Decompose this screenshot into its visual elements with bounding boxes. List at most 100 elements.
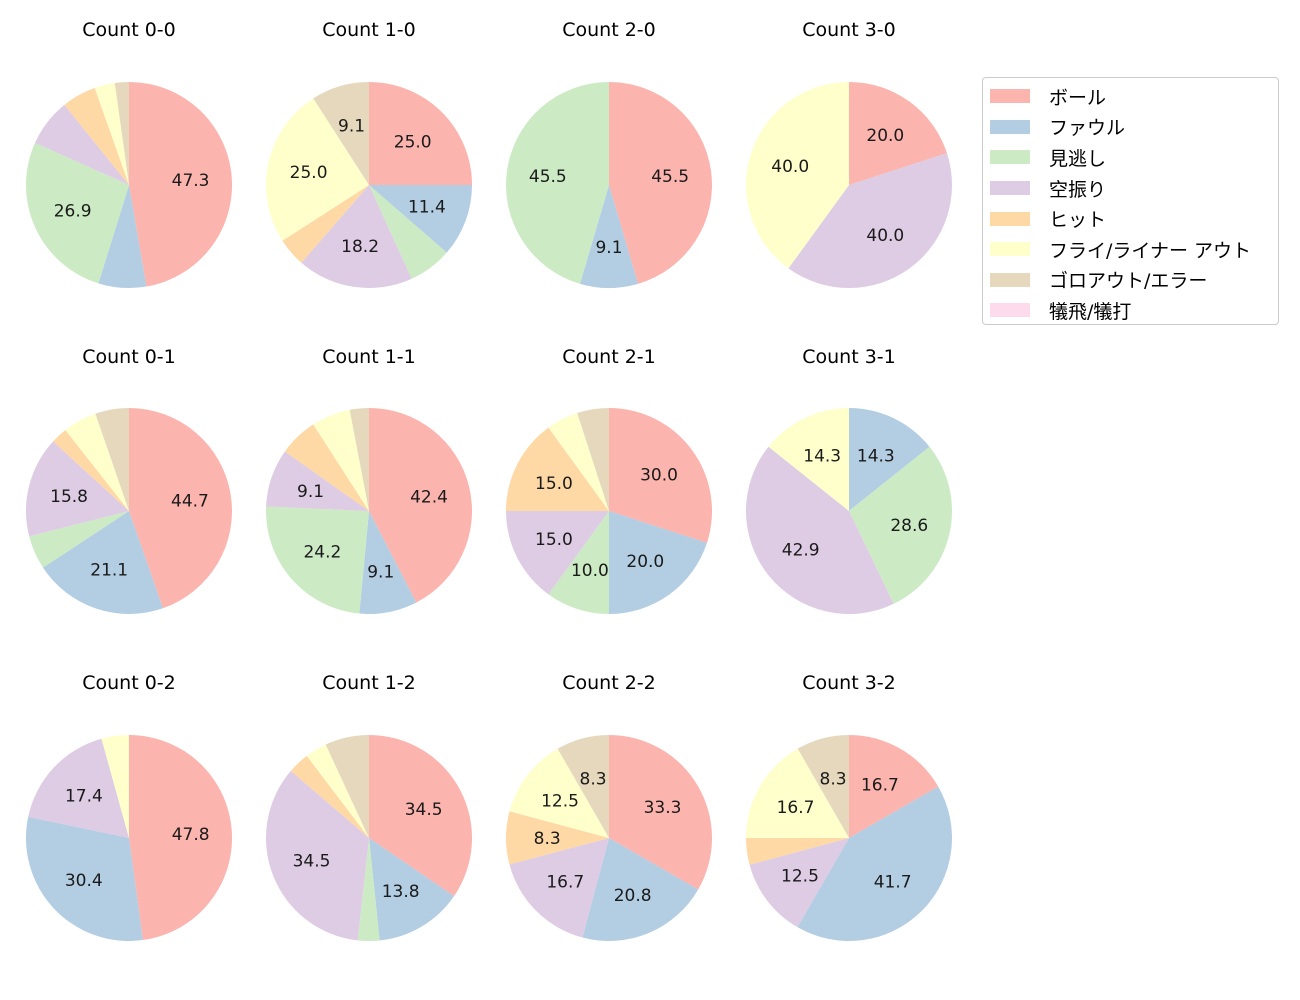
pie-slice (129, 735, 233, 941)
pie-title: Count 2-2 (562, 672, 656, 694)
pie-slice (26, 441, 129, 537)
pie-slice (129, 82, 233, 287)
slice-label: 34.5 (405, 800, 443, 820)
pie-slice (577, 408, 609, 511)
pie-slice (369, 185, 447, 279)
pie-slice (369, 408, 472, 603)
pie-slice (506, 427, 609, 511)
slice-label: 42.4 (410, 487, 448, 507)
slice-label: 17.4 (65, 787, 103, 807)
slice-label: 13.8 (382, 882, 420, 902)
legend-swatch (990, 119, 1030, 134)
slice-label: 8.3 (534, 829, 561, 849)
slice-label: 42.9 (782, 541, 820, 561)
slice-label: 26.9 (54, 201, 92, 221)
slice-label: 15.8 (50, 487, 88, 507)
legend-item-hit: ヒット (990, 203, 1278, 234)
pie-slice (284, 424, 369, 511)
legend-swatch (990, 242, 1030, 257)
pie-slice (114, 82, 129, 185)
legend-item-foul: ファウル (990, 112, 1278, 143)
pie-title: Count 2-1 (562, 346, 656, 368)
pie-slice (94, 82, 129, 185)
legend-label: ヒット (1049, 209, 1107, 232)
legend-item-called-strike: 見逃し (990, 142, 1278, 173)
legend: ボール ファウル 見逃し 空振り ヒット フライ/ライナー アウト ゴロアウト/… (982, 77, 1279, 325)
pie-title: Count 1-1 (322, 346, 416, 368)
pie-slice (95, 408, 129, 511)
pie-slice (609, 82, 712, 284)
pie-title: Count 1-0 (322, 19, 416, 41)
legend-label: 犠飛/犠打 (1049, 300, 1132, 323)
pie-slice (849, 82, 947, 185)
slice-label: 12.5 (541, 791, 579, 811)
slice-label: 25.0 (290, 163, 328, 183)
slice-label: 16.7 (777, 798, 815, 818)
slice-label: 12.5 (781, 867, 819, 887)
pie-slice (98, 185, 147, 289)
slice-label: 40.0 (771, 157, 809, 177)
pie-slice (509, 748, 609, 838)
pie-slice (306, 744, 369, 838)
slice-label: 18.2 (341, 237, 379, 257)
slice-label: 47.8 (172, 825, 210, 845)
legend-swatch (990, 272, 1030, 287)
pie-title: Count 1-2 (322, 672, 416, 694)
slice-label: 15.0 (535, 530, 573, 550)
pie-slice (25, 142, 130, 284)
slice-label: 25.0 (394, 132, 432, 152)
slice-label: 28.6 (890, 516, 928, 536)
pie-slice (506, 811, 609, 865)
legend-item-fly-out: フライ/ライナー アウト (990, 234, 1278, 265)
slice-label: 21.1 (90, 561, 128, 581)
slice-label: 8.3 (820, 769, 847, 789)
pie-slice (506, 511, 609, 595)
pie-slice (849, 446, 953, 604)
slice-label: 20.0 (866, 126, 904, 146)
legend-item-ball: ボール (990, 81, 1278, 112)
pie-slice (282, 185, 369, 263)
pie-slice (746, 837, 849, 865)
pie-slice (609, 511, 707, 614)
pie-slice (768, 408, 849, 511)
pie-title: Count 0-1 (82, 346, 176, 368)
pie-slice (548, 413, 609, 511)
legend-label: ボール (1049, 86, 1107, 109)
pie-slice (582, 838, 699, 941)
slice-label: 30.4 (65, 871, 103, 891)
pie-slice (849, 735, 939, 838)
pie-slice (357, 838, 380, 941)
legend-label: ファウル (1049, 117, 1126, 140)
pie-slice (28, 738, 129, 838)
slice-label: 33.3 (644, 798, 682, 818)
slice-label: 45.5 (529, 167, 567, 187)
pie-slice (129, 408, 233, 609)
pie-slice (325, 735, 369, 838)
pie-slice (29, 511, 130, 568)
legend-label: ゴロアウト/エラー (1049, 270, 1208, 293)
pie-slice (64, 87, 129, 185)
pie-slice (34, 104, 129, 185)
legend-swatch (990, 89, 1030, 104)
pie-slice (349, 408, 369, 511)
legend-item-swinging-strike: 空振り (990, 173, 1278, 204)
pie-title: Count 3-1 (802, 346, 896, 368)
slice-label: 10.0 (571, 561, 609, 581)
pie-slice (746, 748, 849, 838)
legend-item-sacrifice: 犠飛/犠打 (990, 295, 1278, 326)
pie-slice (369, 838, 455, 941)
pie-slice (609, 735, 712, 890)
pie-title: Count 3-2 (802, 672, 896, 694)
pie-slice (609, 408, 712, 543)
pie-slice (25, 816, 143, 942)
legend-swatch (990, 150, 1030, 165)
slice-label: 24.2 (303, 543, 341, 563)
pie-title: Count 0-2 (82, 672, 176, 694)
slice-label: 9.1 (367, 563, 394, 583)
slice-label: 15.0 (535, 474, 573, 494)
pie-slice (506, 82, 609, 284)
pie-slice (746, 446, 894, 614)
slice-label: 41.7 (874, 873, 912, 893)
pie-slice (290, 755, 369, 838)
